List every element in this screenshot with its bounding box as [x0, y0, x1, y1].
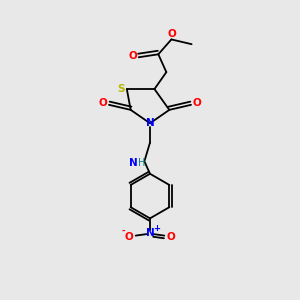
Text: O: O — [99, 98, 107, 108]
Text: N: N — [146, 228, 154, 238]
Text: N: N — [129, 158, 138, 168]
Text: O: O — [193, 98, 201, 108]
Text: S: S — [118, 84, 125, 94]
Text: O: O — [125, 232, 134, 242]
Text: O: O — [129, 51, 138, 61]
Text: H: H — [138, 158, 146, 168]
Text: O: O — [167, 29, 176, 39]
Text: O: O — [167, 232, 175, 242]
Text: N: N — [146, 118, 154, 128]
Text: +: + — [153, 224, 160, 233]
Text: -: - — [122, 227, 125, 236]
